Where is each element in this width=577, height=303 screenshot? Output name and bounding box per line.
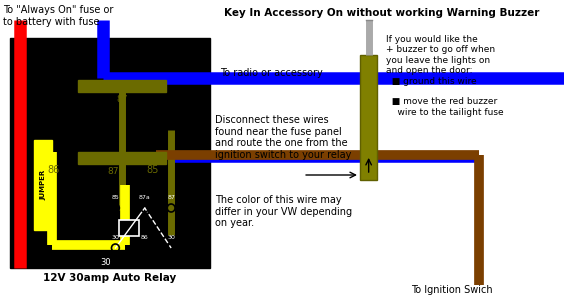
Text: To "Always On" fuse or
to battery with fuse: To "Always On" fuse or to battery with f… xyxy=(3,5,113,27)
Text: The color of this wire may
differ in your VW depending
on year.: The color of this wire may differ in you… xyxy=(215,195,353,228)
Bar xyxy=(119,220,139,236)
Text: Key In Accessory On without working Warning Buzzer: Key In Accessory On without working Warn… xyxy=(224,8,539,18)
Text: 87: 87 xyxy=(117,95,128,104)
Text: 87a: 87a xyxy=(107,167,124,176)
Bar xyxy=(78,80,166,92)
Text: 85: 85 xyxy=(146,165,159,175)
Text: 87: 87 xyxy=(167,195,175,200)
Bar xyxy=(78,152,166,164)
Text: 30: 30 xyxy=(167,235,175,240)
Text: 30: 30 xyxy=(111,235,119,240)
Text: Disconnect these wires
found near the fuse panel
and route the one from the
igni: Disconnect these wires found near the fu… xyxy=(215,115,351,160)
Text: If you would like the
+ buzzer to go off when
you leave the lights on
and open t: If you would like the + buzzer to go off… xyxy=(386,35,504,117)
Text: To radio or accessory: To radio or accessory xyxy=(220,68,323,78)
Text: 30: 30 xyxy=(100,258,111,267)
Bar xyxy=(10,38,210,268)
Text: 85: 85 xyxy=(111,195,119,200)
Text: 12V 30amp Auto Relay: 12V 30amp Auto Relay xyxy=(43,273,177,283)
Text: JUMPER: JUMPER xyxy=(40,170,46,200)
Bar xyxy=(360,55,377,180)
Text: To Ignition Swich: To Ignition Swich xyxy=(411,285,492,295)
Text: 86: 86 xyxy=(141,235,149,240)
Text: 87a: 87a xyxy=(139,195,151,200)
Text: 86: 86 xyxy=(48,165,60,175)
Bar xyxy=(34,140,52,230)
